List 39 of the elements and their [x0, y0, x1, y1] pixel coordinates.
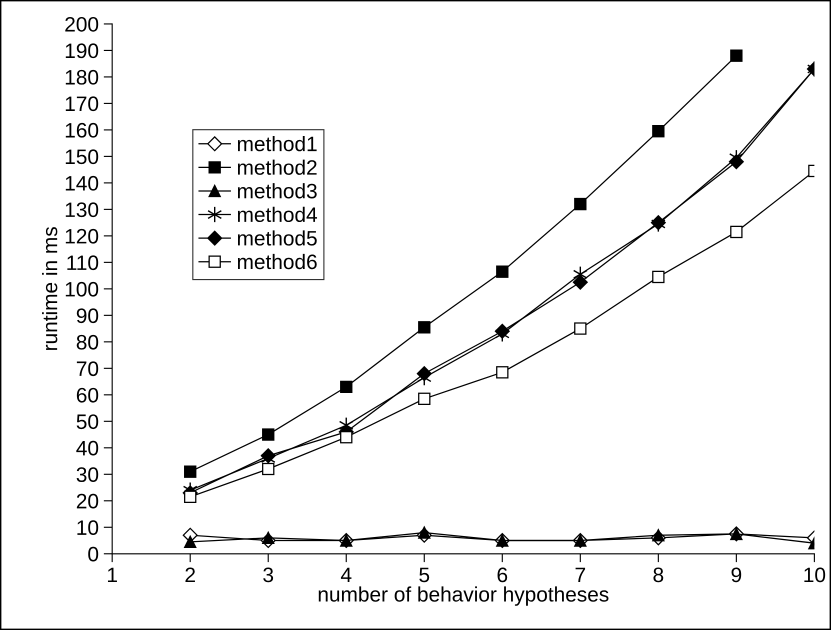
- legend-label: method1: [238, 136, 317, 152]
- y-tick-label: 50: [76, 414, 98, 430]
- y-tick-label: 160: [66, 122, 98, 138]
- y-tick-label: 140: [66, 176, 98, 191]
- y-tick-label: 170: [66, 96, 98, 112]
- y-axis-title: runtime in ms: [42, 227, 58, 350]
- y-tick-label: 180: [66, 70, 98, 85]
- x-tick-label: 1: [108, 568, 117, 582]
- legend-label: method2: [238, 160, 317, 175]
- y-tick-label: 60: [76, 388, 98, 403]
- legend-label: method5: [238, 230, 317, 246]
- y-tick-label: 80: [76, 334, 98, 350]
- x-tick-label: 7: [576, 568, 586, 582]
- x-tick-label: 10: [804, 568, 826, 582]
- y-tick-label: 20: [76, 494, 98, 509]
- y-tick-label: 40: [76, 440, 98, 456]
- y-tick-label: 10: [77, 520, 98, 536]
- y-tick-label: 120: [66, 228, 98, 244]
- legend-label: method6: [238, 254, 317, 270]
- x-tick-label: 2: [185, 568, 195, 582]
- y-tick-label: 30: [76, 467, 98, 482]
- y-tick-label: 90: [76, 308, 98, 324]
- x-tick-label: 3: [263, 568, 274, 582]
- y-tick-label: 110: [67, 255, 98, 270]
- x-axis-title: number of behavior hypotheses: [318, 586, 608, 606]
- x-tick-label: 4: [340, 568, 352, 582]
- x-tick-label: 6: [498, 568, 508, 582]
- y-tick-label: 150: [66, 149, 98, 164]
- x-tick-label: 5: [419, 568, 430, 582]
- legend-label: method3: [238, 183, 317, 198]
- y-tick-label: 200: [65, 16, 98, 32]
- y-tick-label: 130: [66, 202, 98, 218]
- x-tick-label: 9: [732, 568, 742, 582]
- y-tick-label: 70: [76, 361, 98, 376]
- x-tick-label: 8: [653, 568, 664, 582]
- legend-label: method4: [238, 206, 318, 222]
- y-tick-label: 190: [66, 43, 98, 58]
- y-tick-label: 100: [66, 282, 98, 297]
- y-tick-label: 0: [88, 546, 98, 562]
